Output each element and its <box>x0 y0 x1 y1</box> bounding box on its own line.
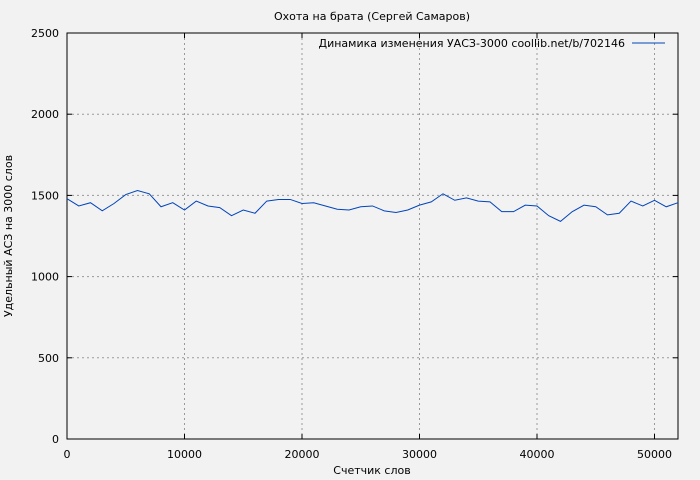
series-line <box>66 190 679 222</box>
chart-title: Охота на брата (Сергей Самаров) <box>274 10 470 23</box>
y-axis-label: Удельный АСЗ на 3000 слов <box>2 155 15 317</box>
grid <box>67 33 678 439</box>
x-axis-label: Счетчик слов <box>333 464 410 477</box>
y-tick-label: 1500 <box>31 189 59 202</box>
plot-frame <box>66 32 679 440</box>
x-tick-label: 10000 <box>167 448 202 461</box>
x-tick-label: 0 <box>64 448 71 461</box>
legend-label: Динамика изменения УАСЗ-3000 coollib.net… <box>319 37 626 50</box>
y-tick-label: 2500 <box>31 27 59 40</box>
y-tick-label: 1000 <box>31 271 59 284</box>
y-tick-label: 2000 <box>31 108 59 121</box>
y-tick-label: 500 <box>38 352 59 365</box>
x-tick-label: 20000 <box>285 448 320 461</box>
x-tick-label: 50000 <box>637 448 672 461</box>
axis-ticks: 0 10000 20000 30000 40000 50000 0 500 1000 1500 20… <box>31 27 678 461</box>
x-tick-label: 30000 <box>402 448 437 461</box>
x-tick-label: 40000 <box>520 448 555 461</box>
y-tick-label: 0 <box>52 433 59 446</box>
